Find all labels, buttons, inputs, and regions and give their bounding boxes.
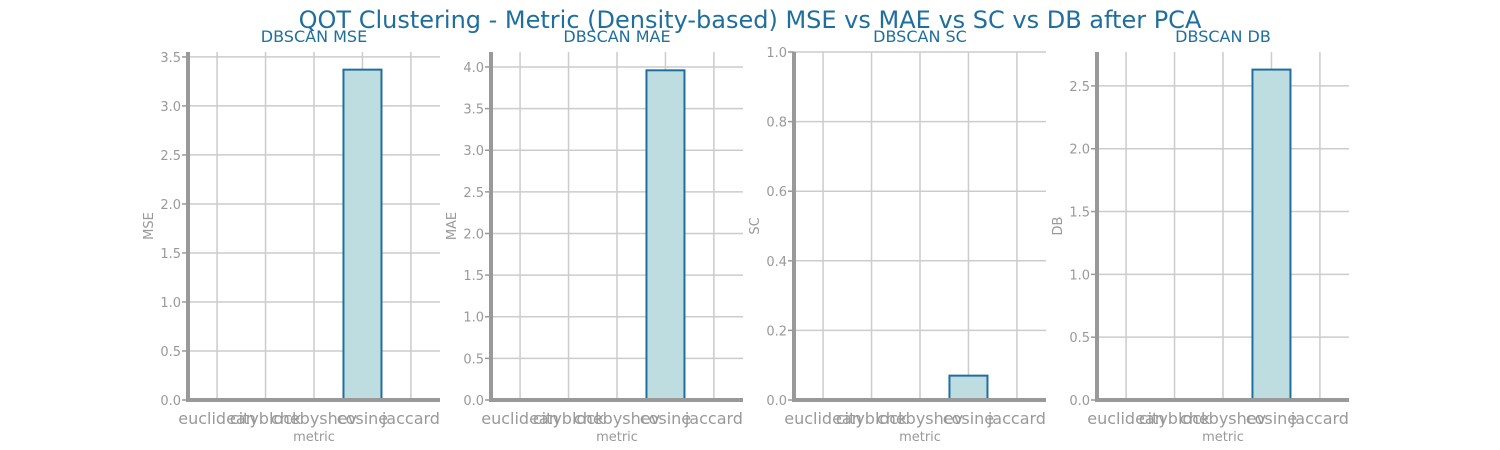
y-tick-label: 1.5 [1069,206,1090,221]
x-tick-label: jaccard [684,409,743,428]
bar-cosine [645,69,686,401]
subplot-title: DBSCAN SC [873,27,967,46]
x-tick-label: cityblock [1139,409,1211,428]
y-axis-label: MSE [142,212,157,240]
y-tick-label: 2.0 [1069,143,1090,158]
x-tick-label: cosine [640,409,691,428]
x-tick-label: cosine [337,409,388,428]
y-tick-label: 2.5 [1069,80,1090,95]
y-tick-label: 1.5 [160,247,181,262]
y-tick-label: 0.0 [766,394,787,409]
bar-cosine [1251,68,1292,402]
x-tick-label: euclidean [178,409,256,428]
bar-cosine [342,68,383,401]
x-tick-label: cityblock [533,409,605,428]
x-axis-label: metric [1202,430,1244,445]
y-tick-label: 0.5 [1069,331,1090,346]
subplot-title: DBSCAN MAE [563,27,670,46]
bar-cosine [948,374,989,402]
y-tick-label: 3.5 [160,51,181,66]
subplot-title: DBSCAN DB [1175,27,1271,46]
x-tick-label: jaccard [381,409,440,428]
x-axis-label: metric [293,430,335,445]
subplots: 0.00.51.01.52.02.53.03.5euclideancityblo… [142,27,1349,445]
y-tick-label: 0.6 [766,185,787,200]
subplot-2: 0.0 0.5 1.0 1.5 2.0 2.5 3.0 3.5 4.0 euclideancity… [445,27,743,445]
x-tick-label: cosine [943,409,994,428]
x-tick-label: euclidean [481,409,559,428]
y-tick-label: 3.0 [463,144,484,159]
y-tick-label: 0.5 [463,352,484,367]
x-tick-label: chebyshev [1180,409,1266,428]
x-axis-label: metric [596,430,638,445]
y-tick-label: 1.0 [463,311,484,326]
y-axis-label: DB [1051,217,1066,236]
x-tick-label: euclidean [784,409,862,428]
figure-title: QOT Clustering - Metric (Density-based) … [299,6,1202,34]
x-tick-label: chebyshev [574,409,660,428]
x-tick-label: chebyshev [877,409,963,428]
y-axis-label: MAE [445,212,460,240]
y-tick-label: 1.5 [463,269,484,284]
y-tick-label: 0.4 [766,255,787,270]
y-tick-label: 1.0 [1069,268,1090,283]
y-tick-label: 3.5 [463,103,484,118]
y-tick-label: 0.0 [160,394,181,409]
x-tick-label: chebyshev [271,409,357,428]
y-tick-label: 2.5 [160,149,181,164]
y-tick-label: 0.2 [766,324,787,339]
x-tick-label: cosine [1246,409,1297,428]
subplot-1: 0.0 0.5 1.0 1.5 2.0 2.5 3.0 3.5 euclideancityblo… [142,27,440,445]
y-tick-label: 1.0 [766,46,787,61]
x-tick-label: jaccard [1290,409,1349,428]
subplot-title: DBSCAN MSE [261,27,367,46]
y-tick-label: 0.0 [1069,394,1090,409]
subplot-3: 0.0 0.2 0.4 0.6 0.8 1.0 euclideancityblockcheb… [748,27,1046,445]
y-tick-label: 4.0 [463,61,484,76]
y-tick-label: 3.0 [160,100,181,115]
x-tick-label: euclidean [1087,409,1165,428]
x-tick-label: cityblock [836,409,908,428]
subplot-4: 0.0 0.5 1.0 1.5 2.0 2.5 euclideancityblockcheb… [1051,27,1349,445]
y-tick-label: 0.8 [766,116,787,131]
y-tick-label: 0.5 [160,345,181,360]
y-tick-label: 2.0 [463,227,484,242]
x-tick-label: jaccard [987,409,1046,428]
x-tick-label: cityblock [230,409,302,428]
x-axis-label: metric [899,430,941,445]
y-tick-label: 0.0 [463,394,484,409]
y-tick-label: 2.5 [463,186,484,201]
y-axis-label: SC [748,217,763,234]
y-tick-label: 1.0 [160,296,181,311]
y-tick-label: 2.0 [160,198,181,213]
